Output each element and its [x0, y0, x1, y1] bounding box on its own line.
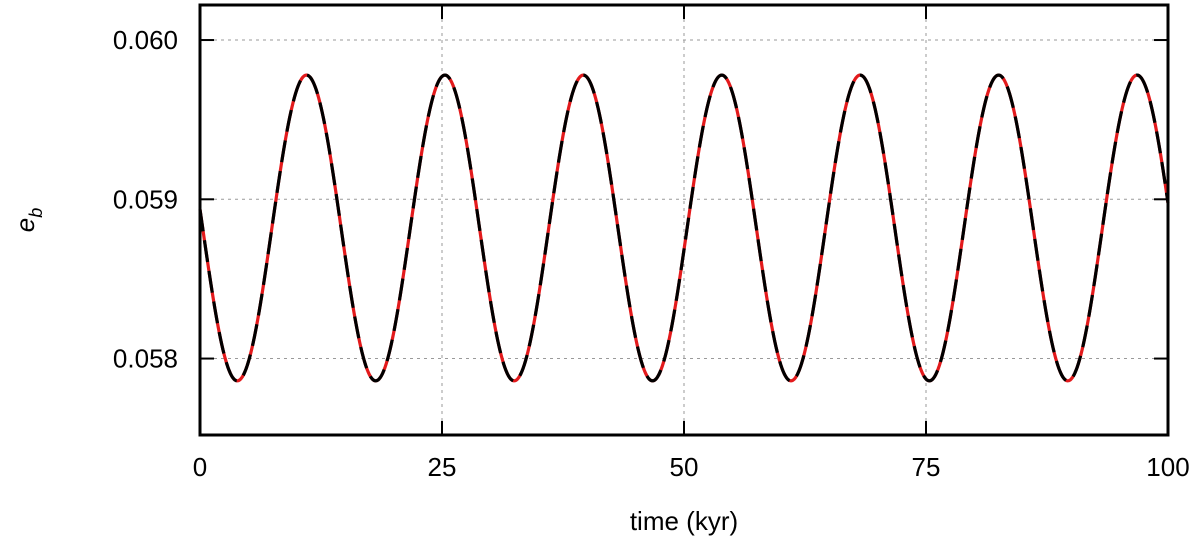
x-axis-label: time (kyr): [630, 506, 738, 536]
y-tick-label: 0.060: [113, 25, 178, 55]
x-tick-label: 50: [670, 452, 699, 482]
series-line-black-dashed: [198, 73, 1170, 383]
y-axis-label-base: e: [10, 218, 40, 232]
axis-ticks: [199, 5, 1169, 435]
y-axis-label-subscript: b: [26, 208, 46, 218]
x-tick-label: 75: [912, 452, 941, 482]
y-axis-label: eb: [10, 208, 46, 232]
y-tick-label: 0.059: [113, 184, 178, 214]
x-tick-labels: 0 25 50 75 100: [193, 452, 1190, 482]
series-layer: [198, 73, 1170, 383]
x-tick-label: 25: [428, 452, 457, 482]
x-tick-label: 0: [193, 452, 207, 482]
y-tick-labels: 0.058 0.059 0.060: [113, 25, 178, 374]
x-tick-label: 100: [1146, 452, 1189, 482]
grid-lines: [200, 5, 1168, 435]
y-tick-label: 0.058: [113, 344, 178, 374]
